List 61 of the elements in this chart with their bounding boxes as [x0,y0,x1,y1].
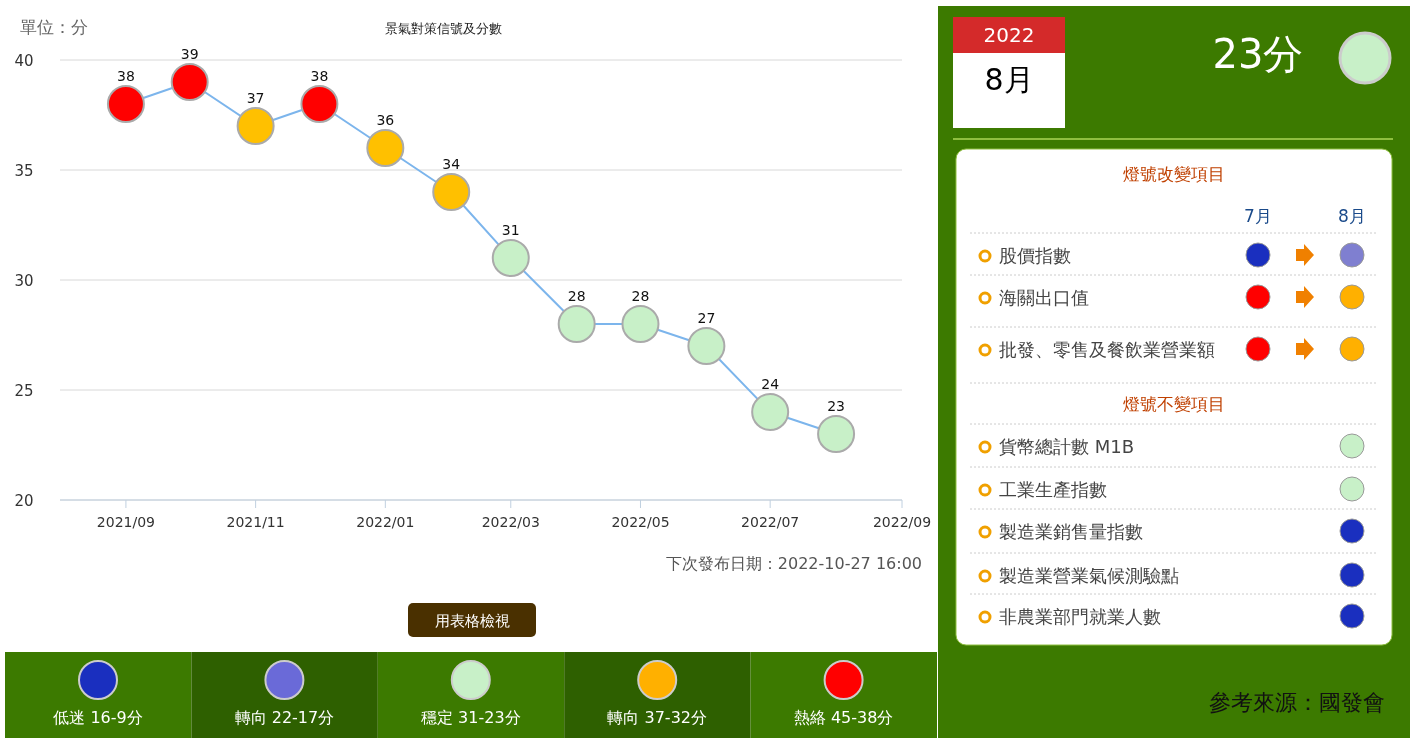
text: 燈號改變項目 [1123,164,1225,184]
data-label: 39 [180,46,199,62]
y-tick-label: 40 [14,52,34,70]
point [751,393,790,431]
text: 下次發布日期：2022-10-27 16:00 [665,554,922,573]
x-tick-label: 2022/01 [356,514,415,530]
point [300,85,339,123]
text: 燈號不變項目 [1123,394,1225,414]
point [817,415,856,453]
point [621,305,660,343]
text: 熱絡 45-38分 [793,708,894,727]
x-tick-label: 2022/05 [611,514,670,530]
text: 7月 [1244,206,1272,226]
text: 貨幣總計數 M1B [999,436,1135,457]
text: 製造業銷售量指數 [999,521,1143,542]
text: 轉向 22-17分 [234,708,335,727]
y-tick-label: 30 [14,272,34,290]
text: 非農業部門就業人數 [999,606,1161,627]
text: 低迷 16-9分 [53,708,143,727]
text: 批發、零售及餐飲業營業額 [999,339,1215,360]
point [170,63,209,101]
button: 用表格檢視 [408,603,536,637]
data-label: 24 [761,376,780,392]
chart-title: 景氣對策信號及分數 [384,21,502,36]
data-label: 38 [117,68,135,84]
point [687,327,726,365]
x-tick-label: 2022/03 [481,514,540,530]
x-tick-label: 2021/11 [226,514,285,530]
text: 參考來源：國發會 [1209,690,1385,715]
data-label: 23 [827,398,845,414]
text: 海關出口值 [999,287,1089,308]
y-axis-title: 單位：分 [20,17,88,37]
data-label: 31 [501,222,520,238]
text: 穩定 31-23分 [421,708,521,727]
y-tick-label: 35 [14,162,34,180]
point [432,173,471,211]
text: 轉向 37-32分 [607,708,707,727]
data-label: 28 [567,288,586,304]
text: 2022 [983,23,1035,47]
data-label: 37 [246,90,265,106]
x-tick-label: 2022/09 [872,514,932,530]
text: 製造業營業氣候測驗點 [999,565,1179,586]
text: 股價指數 [999,245,1071,266]
text: 23分 [1212,31,1304,77]
point [366,129,405,167]
text: 8月 [984,62,1034,97]
text: 工業生產指數 [999,479,1107,500]
point [106,85,145,123]
x-tick-label: 2021/09 [96,514,155,530]
y-tick-label: 20 [14,492,34,510]
data-label: 38 [310,68,329,84]
text: 8月 [1338,206,1366,226]
data-label: 27 [697,310,716,326]
x-tick-label: 2022/07 [741,514,800,530]
y-tick-label: 25 [14,382,34,400]
point [491,239,530,277]
point [236,107,275,145]
point [557,305,596,343]
data-label: 34 [442,156,461,172]
data-label: 28 [631,288,650,304]
data-label: 36 [376,112,395,128]
